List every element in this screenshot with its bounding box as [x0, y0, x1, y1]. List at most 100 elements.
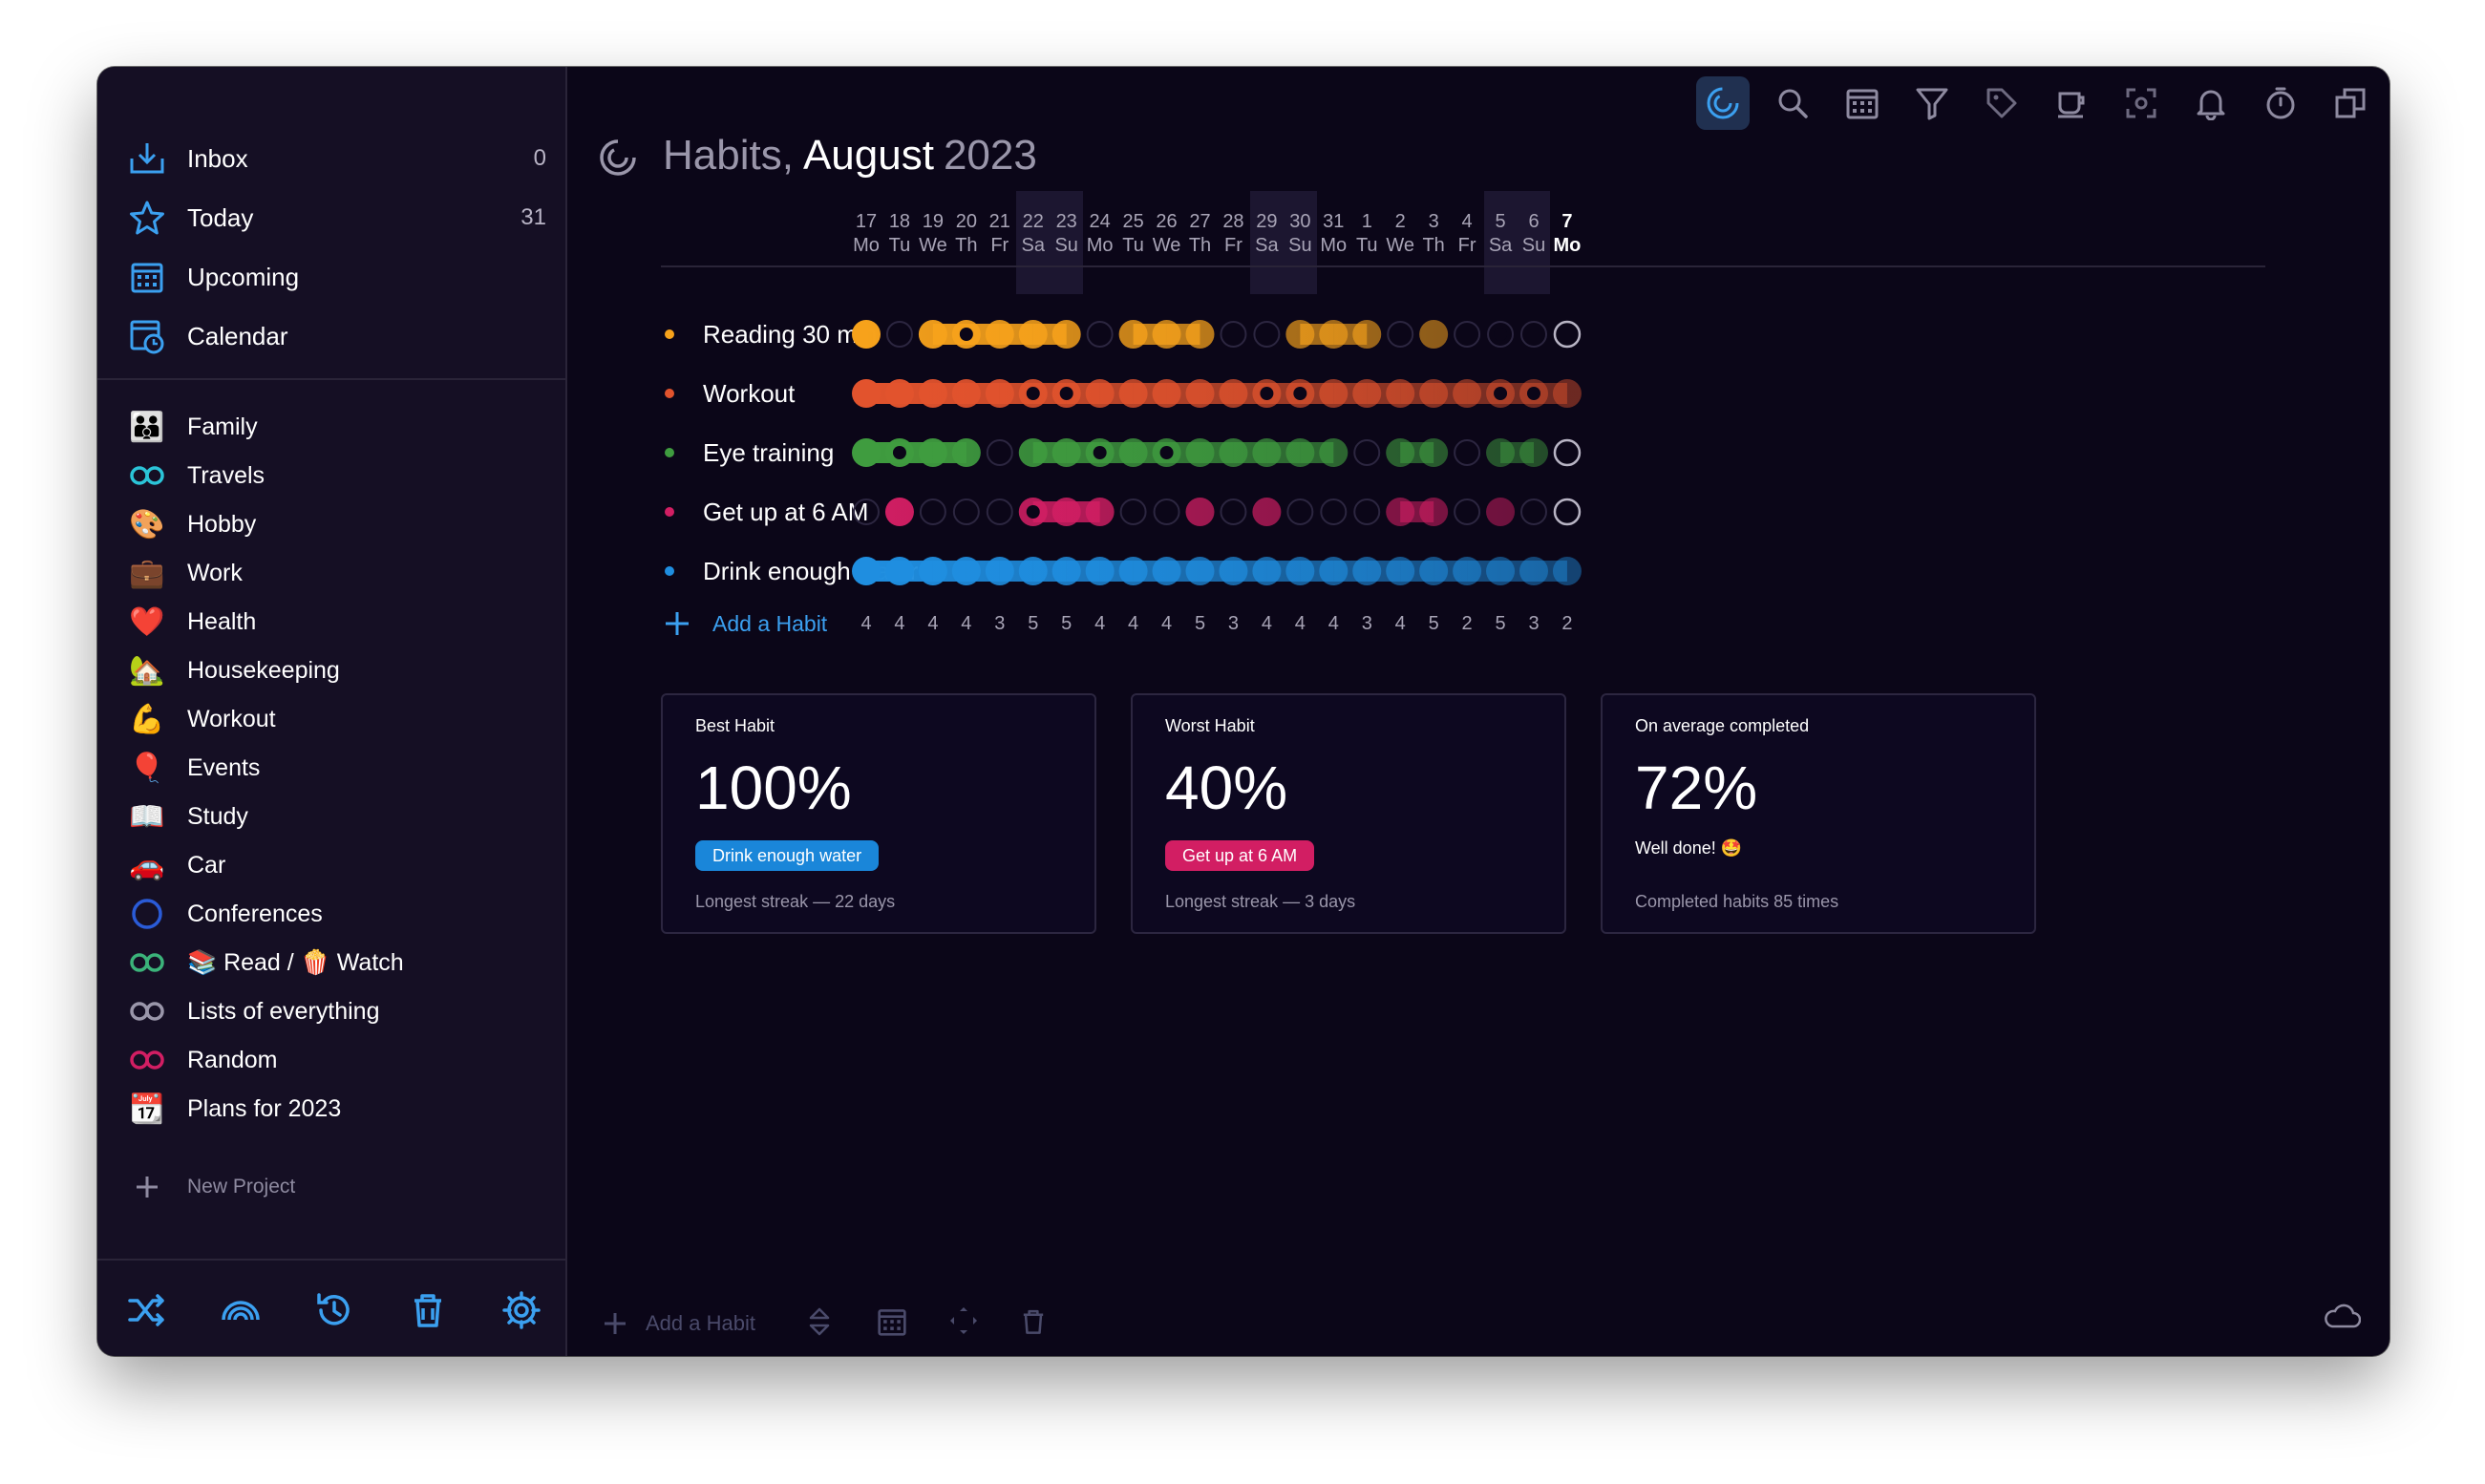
habit-cell-done[interactable]: [1486, 557, 1516, 585]
habit-cell-done[interactable]: [1152, 320, 1181, 349]
sidebar-project-item[interactable]: 💪 Workout: [126, 695, 546, 743]
history-icon[interactable]: [313, 1289, 355, 1331]
habit-cell-empty[interactable]: [1553, 438, 1582, 467]
habit-cell-empty[interactable]: [1086, 321, 1114, 348]
habit-cell-done[interactable]: [1319, 379, 1349, 408]
calendar-icon[interactable]: [877, 1306, 907, 1337]
habit-cell-done[interactable]: [1352, 557, 1382, 585]
habit-cell-done[interactable]: [1118, 557, 1148, 585]
day-header[interactable]: 5 Sa: [1473, 210, 1528, 267]
cloud-icon[interactable]: [2323, 1303, 2361, 1329]
habit-cell-done[interactable]: [1219, 557, 1248, 585]
day-header[interactable]: 4 Fr: [1439, 210, 1495, 267]
habit-cell-done[interactable]: [1085, 498, 1115, 526]
habit-cell-done[interactable]: [1051, 320, 1081, 349]
habit-cell-done[interactable]: [918, 438, 947, 467]
habit-cell-done[interactable]: [1519, 438, 1548, 467]
day-header[interactable]: 23 Su: [1039, 210, 1094, 267]
sidebar-item-upcoming[interactable]: Upcoming: [126, 252, 546, 302]
day-header[interactable]: 31 Mo: [1306, 210, 1361, 267]
habit-cell-done[interactable]: [852, 379, 881, 408]
habit-cell-done[interactable]: [1319, 438, 1349, 467]
habit-cell-done[interactable]: [1319, 557, 1349, 585]
habit-cell-empty[interactable]: [885, 321, 913, 348]
habit-cell-empty[interactable]: [919, 498, 946, 525]
habit-cell-done[interactable]: [1185, 379, 1215, 408]
sidebar-item-today[interactable]: Today 31: [126, 193, 546, 243]
habit-cell-done[interactable]: [1453, 557, 1482, 585]
habit-cell-done[interactable]: [1419, 498, 1449, 526]
habit-cell-done[interactable]: [1386, 379, 1415, 408]
habit-cell-empty[interactable]: [1454, 498, 1481, 525]
sidebar-project-item[interactable]: 📆 Plans for 2023: [126, 1085, 546, 1133]
habit-cell-empty[interactable]: [1553, 320, 1582, 349]
day-header[interactable]: 17 Mo: [839, 210, 894, 267]
day-header[interactable]: 24 Mo: [1073, 210, 1128, 267]
day-header[interactable]: 26 We: [1139, 210, 1195, 267]
bottom-add-habit-button[interactable]: Add a Habit: [602, 1310, 755, 1337]
habit-cell-done[interactable]: [951, 438, 981, 467]
habit-cell-done[interactable]: [884, 498, 914, 526]
habit-cell-done[interactable]: [1319, 320, 1349, 349]
day-header[interactable]: 1 Tu: [1339, 210, 1394, 267]
habit-cell-done[interactable]: [1118, 379, 1148, 408]
day-header[interactable]: 18 Tu: [872, 210, 927, 267]
day-header[interactable]: 6 Su: [1506, 210, 1561, 267]
habit-cell-done[interactable]: [985, 320, 1014, 349]
habit-cell-done[interactable]: [1051, 557, 1081, 585]
day-header[interactable]: 22 Sa: [1006, 210, 1061, 267]
day-header[interactable]: 7 Mo: [1540, 210, 1595, 267]
habit-cell-done[interactable]: [1018, 557, 1048, 585]
habit-row[interactable]: Get up at 6 AM: [665, 488, 868, 536]
habit-cell-done[interactable]: [1419, 320, 1449, 349]
habit-cell-empty[interactable]: [1487, 321, 1515, 348]
sidebar-project-item[interactable]: Travels: [126, 452, 546, 499]
habit-cell-done[interactable]: [951, 557, 981, 585]
trash-icon[interactable]: [1018, 1306, 1049, 1337]
habit-cell-empty[interactable]: [1553, 498, 1582, 526]
habit-row[interactable]: Eye training: [665, 429, 834, 477]
habit-cell-done[interactable]: [1118, 320, 1148, 349]
day-header[interactable]: 28 Fr: [1205, 210, 1261, 267]
search-icon[interactable]: [1766, 76, 1819, 130]
habit-cell-done[interactable]: [1352, 320, 1382, 349]
habit-cell-done[interactable]: [1252, 438, 1282, 467]
habit-cell-done[interactable]: [1486, 438, 1516, 467]
habit-cell-empty[interactable]: [1387, 321, 1414, 348]
habit-cell-done[interactable]: [1152, 379, 1181, 408]
day-header[interactable]: 19 We: [905, 210, 961, 267]
sidebar-project-item[interactable]: ❤️ Health: [126, 598, 546, 646]
day-header[interactable]: 21 Fr: [972, 210, 1028, 267]
habit-cell-done[interactable]: [1152, 557, 1181, 585]
gear-icon[interactable]: [500, 1289, 542, 1331]
habit-cell-done[interactable]: [1252, 557, 1282, 585]
habit-cell-empty[interactable]: [1353, 498, 1381, 525]
habit-cell-done[interactable]: [852, 320, 881, 349]
move-icon[interactable]: [947, 1304, 980, 1337]
day-header[interactable]: 25 Tu: [1106, 210, 1161, 267]
habit-cell-done[interactable]: [951, 379, 981, 408]
sidebar-project-item[interactable]: Random: [126, 1036, 546, 1084]
sidebar-project-item[interactable]: 🎈 Events: [126, 744, 546, 792]
add-habit-button[interactable]: Add a Habit: [663, 609, 827, 638]
coffee-icon[interactable]: [2045, 76, 2098, 130]
habit-cell-done[interactable]: [1018, 320, 1048, 349]
sidebar-project-item[interactable]: 📖 Study: [126, 793, 546, 840]
sidebar-item-inbox[interactable]: Inbox 0: [126, 134, 546, 183]
habit-cell-done[interactable]: [1085, 557, 1115, 585]
habit-cell-done[interactable]: [1185, 320, 1215, 349]
day-header[interactable]: 30 Su: [1272, 210, 1327, 267]
habit-cell-done[interactable]: [1352, 379, 1382, 408]
habit-cell-done[interactable]: [985, 379, 1014, 408]
sidebar-project-item[interactable]: Lists of everything: [126, 987, 546, 1035]
habit-cell-done[interactable]: [1051, 438, 1081, 467]
habit-cell-done[interactable]: [918, 320, 947, 349]
habit-cell-done[interactable]: [1419, 557, 1449, 585]
windows-icon[interactable]: [2324, 76, 2377, 130]
reorder-icon[interactable]: [806, 1306, 833, 1337]
habit-cell-done[interactable]: [1219, 438, 1248, 467]
habit-cell-empty[interactable]: [1520, 321, 1547, 348]
habit-cell-done[interactable]: [1185, 438, 1215, 467]
filter-icon[interactable]: [1905, 76, 1959, 130]
habit-cell-empty[interactable]: [1220, 321, 1247, 348]
